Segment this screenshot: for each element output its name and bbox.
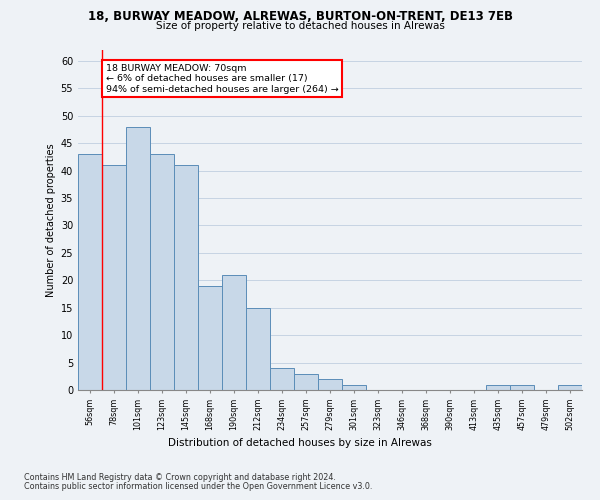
Bar	[222, 275, 246, 390]
Bar	[510, 384, 534, 390]
Bar	[126, 127, 150, 390]
Bar	[318, 379, 342, 390]
Bar	[246, 308, 270, 390]
Bar	[294, 374, 318, 390]
Y-axis label: Number of detached properties: Number of detached properties	[46, 143, 56, 297]
Bar	[558, 384, 582, 390]
Bar	[270, 368, 294, 390]
Bar	[174, 165, 198, 390]
Bar	[102, 165, 126, 390]
Bar	[342, 384, 366, 390]
Text: Distribution of detached houses by size in Alrewas: Distribution of detached houses by size …	[168, 438, 432, 448]
Bar	[198, 286, 222, 390]
Text: 18, BURWAY MEADOW, ALREWAS, BURTON-ON-TRENT, DE13 7EB: 18, BURWAY MEADOW, ALREWAS, BURTON-ON-TR…	[88, 10, 512, 23]
Bar	[486, 384, 510, 390]
Text: Size of property relative to detached houses in Alrewas: Size of property relative to detached ho…	[155, 21, 445, 31]
Bar	[150, 154, 174, 390]
Text: Contains public sector information licensed under the Open Government Licence v3: Contains public sector information licen…	[24, 482, 373, 491]
Bar	[78, 154, 102, 390]
Text: Contains HM Land Registry data © Crown copyright and database right 2024.: Contains HM Land Registry data © Crown c…	[24, 472, 336, 482]
Text: 18 BURWAY MEADOW: 70sqm
← 6% of detached houses are smaller (17)
94% of semi-det: 18 BURWAY MEADOW: 70sqm ← 6% of detached…	[106, 64, 338, 94]
